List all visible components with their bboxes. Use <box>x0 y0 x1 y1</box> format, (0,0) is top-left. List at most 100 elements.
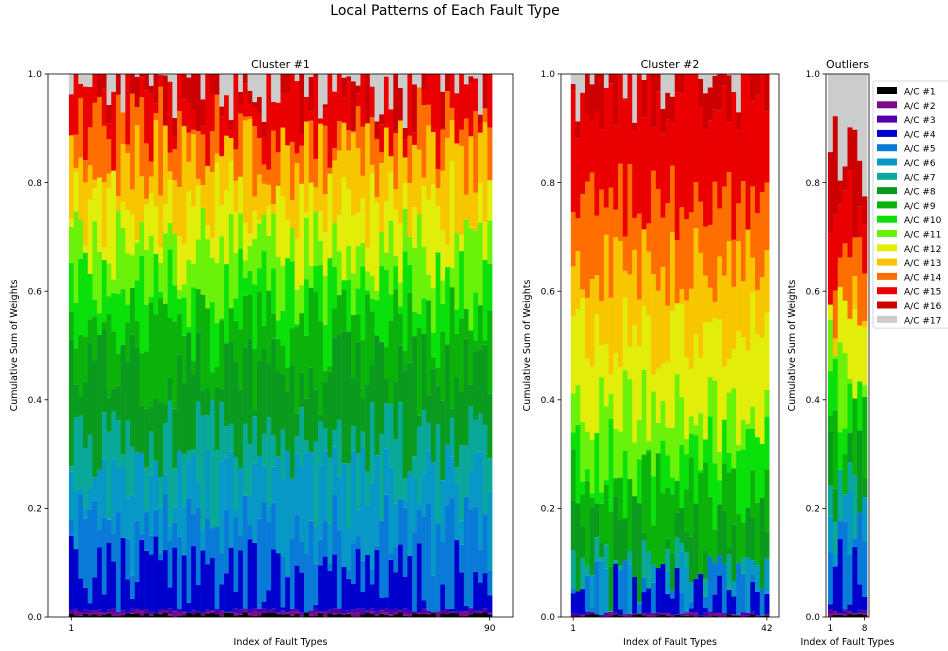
bar-segment <box>369 116 375 165</box>
bar-segment <box>355 608 361 613</box>
bar-segment <box>280 345 286 374</box>
bar-segment <box>412 207 418 248</box>
bar-segment <box>570 612 576 617</box>
bar-segment <box>224 509 230 574</box>
bar-segment <box>327 563 333 571</box>
bar-segment <box>445 608 451 614</box>
bar-segment <box>256 74 262 97</box>
bar-segment <box>618 431 624 478</box>
bar-segment <box>139 609 145 612</box>
bar-segment <box>130 214 136 256</box>
bar-segment <box>92 179 98 189</box>
x-tick-label: 42 <box>761 624 772 634</box>
bar-segment <box>402 615 408 617</box>
bar-segment <box>346 81 352 131</box>
bar-segment <box>660 109 666 133</box>
bar-segment <box>313 211 319 267</box>
bar-segment <box>205 74 211 166</box>
bar-segment <box>252 196 258 212</box>
bar-segment <box>327 609 333 614</box>
bar-segment <box>852 237 858 277</box>
bar-segment <box>219 552 225 585</box>
bar-segment <box>200 550 206 613</box>
bar-segment <box>247 90 253 105</box>
bar-segment <box>205 609 211 613</box>
bar-segment <box>477 610 483 612</box>
bar-segment <box>219 616 225 617</box>
bar-segment <box>764 312 770 390</box>
bar-segment <box>115 353 121 386</box>
bar-segment <box>289 615 295 617</box>
bar-segment <box>186 602 192 613</box>
bar-segment <box>280 74 286 93</box>
bar-segment <box>412 336 418 457</box>
bar-segment <box>402 127 408 140</box>
bar-segment <box>355 314 361 342</box>
bar-segment <box>847 257 853 319</box>
bar-segment <box>477 114 483 124</box>
bar-segment <box>275 102 281 153</box>
bar-segment <box>266 206 272 236</box>
bar-segment <box>435 523 441 612</box>
bar-segment <box>271 466 277 503</box>
bar-segment <box>684 300 690 358</box>
legend-label: A/C #3 <box>904 116 936 126</box>
bar-segment <box>646 451 652 552</box>
bar-segment <box>589 507 595 576</box>
bar-segment <box>115 94 121 197</box>
bar-segment <box>594 314 600 433</box>
bar-segment <box>468 614 474 617</box>
bar-segment <box>148 431 154 475</box>
bar-segment <box>92 316 98 361</box>
bar-segment <box>430 357 436 369</box>
bar-segment <box>857 430 863 513</box>
bar-segment <box>575 74 581 122</box>
bar-segment <box>177 74 183 112</box>
bar-segment <box>214 450 220 528</box>
bar-segment <box>308 120 314 183</box>
bar-segment <box>660 613 666 615</box>
bar-segment <box>712 615 718 617</box>
bar-segment <box>83 508 89 519</box>
bar-segment <box>78 494 84 579</box>
bar-segment <box>473 506 479 572</box>
bar-segment <box>449 608 455 612</box>
bar-segment <box>341 280 347 290</box>
bar-segment <box>379 74 385 115</box>
bar-segment <box>271 74 277 102</box>
bar-segment <box>280 611 286 615</box>
x-axis-label: Index of Fault Types <box>234 637 328 648</box>
bar-segment <box>693 503 699 579</box>
bar-segment <box>449 107 455 121</box>
bar-segment <box>731 524 737 582</box>
bar-segment <box>304 74 310 97</box>
bar-segment <box>459 145 465 235</box>
bar-segment <box>299 145 305 184</box>
bar-segment <box>454 467 460 483</box>
bar-segment <box>97 612 103 616</box>
bar-segment <box>219 116 225 157</box>
bar-segment <box>487 74 493 128</box>
bar-segment <box>421 613 427 617</box>
bar-segment <box>294 238 300 290</box>
bar-segment <box>852 613 858 615</box>
bar-segment <box>407 292 413 363</box>
bar-segment <box>355 509 361 537</box>
bar-segment <box>219 204 225 237</box>
bar-segment <box>285 577 291 613</box>
bar-segment <box>68 471 74 520</box>
bar-segment <box>238 176 244 214</box>
bar-segment <box>195 612 201 617</box>
bar-segment <box>346 610 352 614</box>
bar-segment <box>570 266 576 317</box>
bar-segment <box>148 161 154 177</box>
bar-segment <box>402 608 408 614</box>
bar-segment <box>219 156 225 205</box>
bar-segment <box>233 74 239 150</box>
bar-segment <box>125 538 131 580</box>
bar-segment <box>191 513 197 547</box>
bar-segment <box>106 173 112 189</box>
legend: A/C #1A/C #2A/C #3A/C #4A/C #5A/C #6A/C … <box>872 80 948 329</box>
bar-segment <box>130 495 136 576</box>
